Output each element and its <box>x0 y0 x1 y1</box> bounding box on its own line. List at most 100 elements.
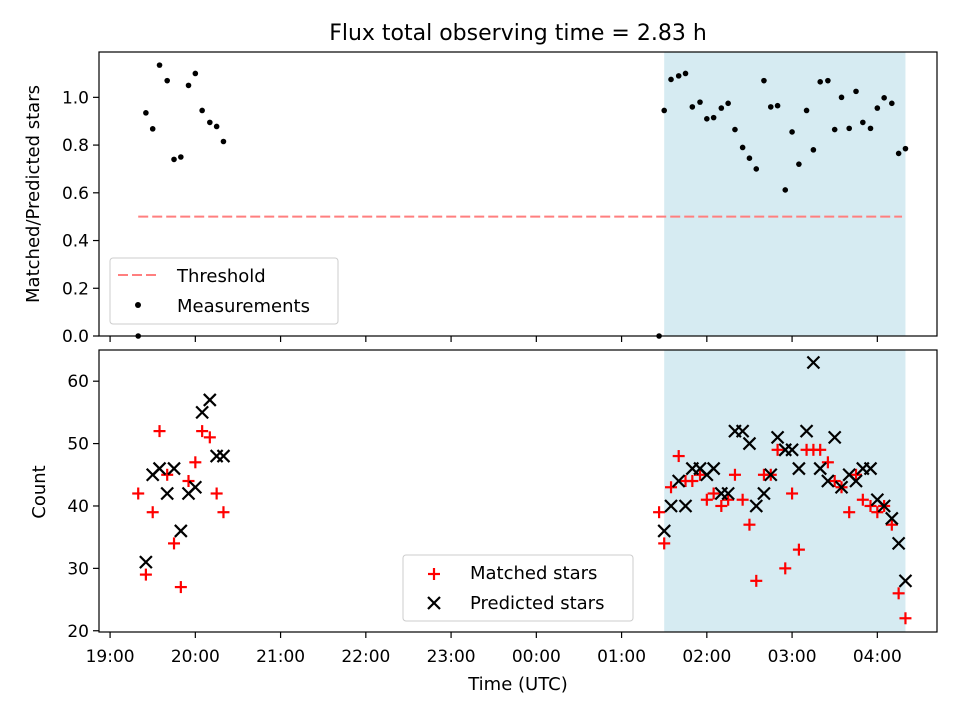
measurement-point <box>697 99 703 105</box>
predicted-star-point <box>657 524 671 538</box>
matched-star-point <box>658 537 671 550</box>
measurement-point <box>725 100 731 107</box>
matched-star-point <box>665 481 678 494</box>
measurement-point <box>810 147 817 153</box>
predicted-star-point <box>863 461 878 476</box>
matched-star-point <box>821 456 834 469</box>
measurement-point <box>185 82 192 89</box>
legend-measurement-swatch <box>135 302 141 308</box>
x-tick-label: 01:00 <box>597 647 646 667</box>
matched-star-point <box>196 425 209 438</box>
predicted-star-point <box>139 555 153 569</box>
bottom-panel: 20 30 40 50 60 19:00 20:00 21:00 22:00 23:00 00:0… <box>29 349 938 695</box>
predicted-star-point <box>152 461 167 476</box>
measurement-point <box>761 77 767 84</box>
measurement-point <box>774 102 781 109</box>
matched-star-point <box>750 574 763 587</box>
matched-star-point <box>694 468 707 481</box>
y-tick-label: 1.0 <box>62 88 89 108</box>
top-axes-frame <box>98 51 938 337</box>
predicted-star-point <box>174 524 188 538</box>
matched-star-point <box>728 468 741 481</box>
measurement-point <box>767 104 774 110</box>
matched-star-point <box>707 487 720 500</box>
measurement-point <box>675 73 682 79</box>
measurement-point <box>207 119 213 126</box>
predicted-star-point <box>885 511 899 526</box>
predicted-star-point <box>664 499 678 513</box>
matched-star-point <box>161 468 174 481</box>
y-tick-label: 60 <box>67 372 89 392</box>
measurement-point <box>838 94 845 101</box>
y-tick-label: 50 <box>67 435 89 455</box>
matched-star-point <box>672 450 685 463</box>
x-tick-label: 23:00 <box>427 647 476 667</box>
bottom-legend: Matched stars Predicted stars <box>402 554 634 622</box>
predicted-star-point <box>834 480 849 495</box>
bottom-y-axis-label: Count <box>29 465 50 518</box>
predicted-star-point <box>785 443 799 457</box>
measurement-point <box>213 123 220 130</box>
measurement-point <box>710 114 717 121</box>
matched-star-point <box>139 568 152 581</box>
y-tick-label: 0.4 <box>62 232 89 252</box>
matched-star-point <box>885 518 898 531</box>
predicted-star-point <box>203 393 217 407</box>
y-tick-label: 30 <box>67 559 89 579</box>
measurement-point <box>171 156 177 163</box>
predicted-star-point <box>678 499 693 513</box>
measurement-point <box>895 150 902 157</box>
matched-star-point <box>153 425 166 438</box>
predicted-star-point <box>742 436 757 451</box>
matched-star-point <box>779 562 792 575</box>
measurement-point <box>668 76 674 83</box>
predicted-star-point <box>209 449 224 463</box>
legend-predicted-swatch <box>427 596 441 610</box>
measurement-point <box>718 105 725 111</box>
measurement-point <box>192 70 199 77</box>
y-tick-label: 0.2 <box>62 279 89 299</box>
legend-threshold-label: Threshold <box>176 266 266 287</box>
matched-star-point <box>814 443 827 456</box>
matched-star-point <box>182 475 195 488</box>
predicted-star-point <box>877 499 891 513</box>
measurement-point <box>803 107 810 114</box>
matched-star-point <box>864 499 877 512</box>
matched-stars-points <box>132 425 912 625</box>
x-tick-label: 04:00 <box>853 647 902 667</box>
matched-star-point <box>786 487 799 500</box>
predicted-star-point <box>735 424 750 438</box>
predicted-star-point <box>671 474 686 488</box>
legend-matched-swatch <box>428 568 440 580</box>
y-tick-label: 20 <box>67 622 89 642</box>
measurement-point <box>831 126 838 133</box>
bottom-shaded-span <box>664 350 906 632</box>
matched-star-point <box>700 493 713 506</box>
matched-star-point <box>217 506 230 519</box>
measurement-point <box>689 104 696 110</box>
predicted-star-point <box>763 468 778 482</box>
measurement-point <box>704 116 710 122</box>
measurement-point <box>746 155 753 162</box>
measurement-point <box>782 187 789 193</box>
predicted-star-point <box>167 461 181 476</box>
measurement-point <box>149 126 156 132</box>
legend-matched-label: Matched stars <box>470 563 597 584</box>
measurement-point <box>753 166 760 172</box>
y-tick-label: 0.8 <box>62 136 89 156</box>
legend-predicted-label: Predicted stars <box>470 593 604 614</box>
predicted-star-point <box>821 474 835 488</box>
predicted-star-point <box>799 424 814 438</box>
measurement-point <box>199 107 205 114</box>
predicted-star-point <box>827 430 842 445</box>
bottom-y-axis: 20 30 40 50 60 <box>67 372 99 642</box>
predicted-star-point <box>806 355 821 370</box>
measurement-point <box>156 62 163 68</box>
measurement-point <box>825 77 831 84</box>
bottom-axes-frame <box>98 349 938 633</box>
predicted-star-point <box>216 449 231 463</box>
x-tick-label: 02:00 <box>682 647 731 667</box>
measurement-point <box>739 144 746 151</box>
measurement-point <box>143 110 149 116</box>
y-tick-label: 0.0 <box>62 327 89 347</box>
